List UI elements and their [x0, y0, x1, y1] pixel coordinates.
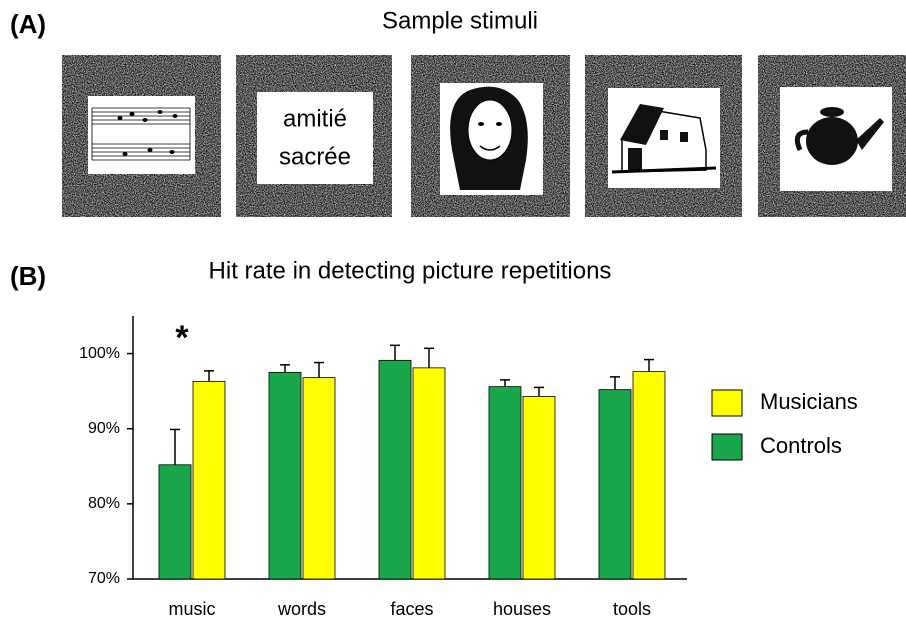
y-tick-label: 80%: [88, 495, 120, 512]
x-tick-label: tools: [613, 599, 651, 619]
y-tick-label: 90%: [88, 420, 120, 437]
stimulus-face: [411, 55, 570, 217]
legend-swatch: [711, 433, 743, 461]
x-tick-label: words: [277, 599, 326, 619]
bar: [598, 389, 632, 580]
stimulus-music: [62, 55, 221, 217]
legend-label: Musicians: [760, 389, 858, 414]
x-tick-label: houses: [493, 599, 551, 619]
word-line: amitié: [283, 105, 347, 132]
bar: [632, 371, 666, 580]
legend-swatch: [711, 389, 743, 417]
stimuli: amitié sacrée: [62, 55, 906, 217]
legend-label: Controls: [760, 433, 842, 458]
panel-label: (B): [10, 261, 46, 291]
bar: [302, 377, 336, 580]
bar: [158, 464, 192, 580]
bar: [268, 371, 302, 580]
stimulus-house: [585, 55, 742, 217]
stimulus-tool: [758, 55, 906, 217]
panel-label: (A): [10, 9, 46, 39]
significance-star: *: [175, 319, 189, 357]
y-tick-label: 100%: [79, 345, 120, 362]
bar: [412, 367, 446, 580]
panel-title: Sample stimuli: [382, 7, 538, 34]
word-line: sacrée: [279, 143, 351, 170]
bar: [488, 386, 522, 580]
bar: [192, 380, 226, 580]
bar: [378, 359, 412, 580]
chart-title: Hit rate in detecting picture repetition…: [209, 257, 612, 284]
bar: [522, 396, 556, 580]
x-tick-label: faces: [390, 599, 433, 619]
x-tick-label: music: [168, 599, 215, 619]
stimulus-word: amitié sacrée: [236, 55, 392, 217]
y-tick-label: 70%: [88, 570, 120, 587]
